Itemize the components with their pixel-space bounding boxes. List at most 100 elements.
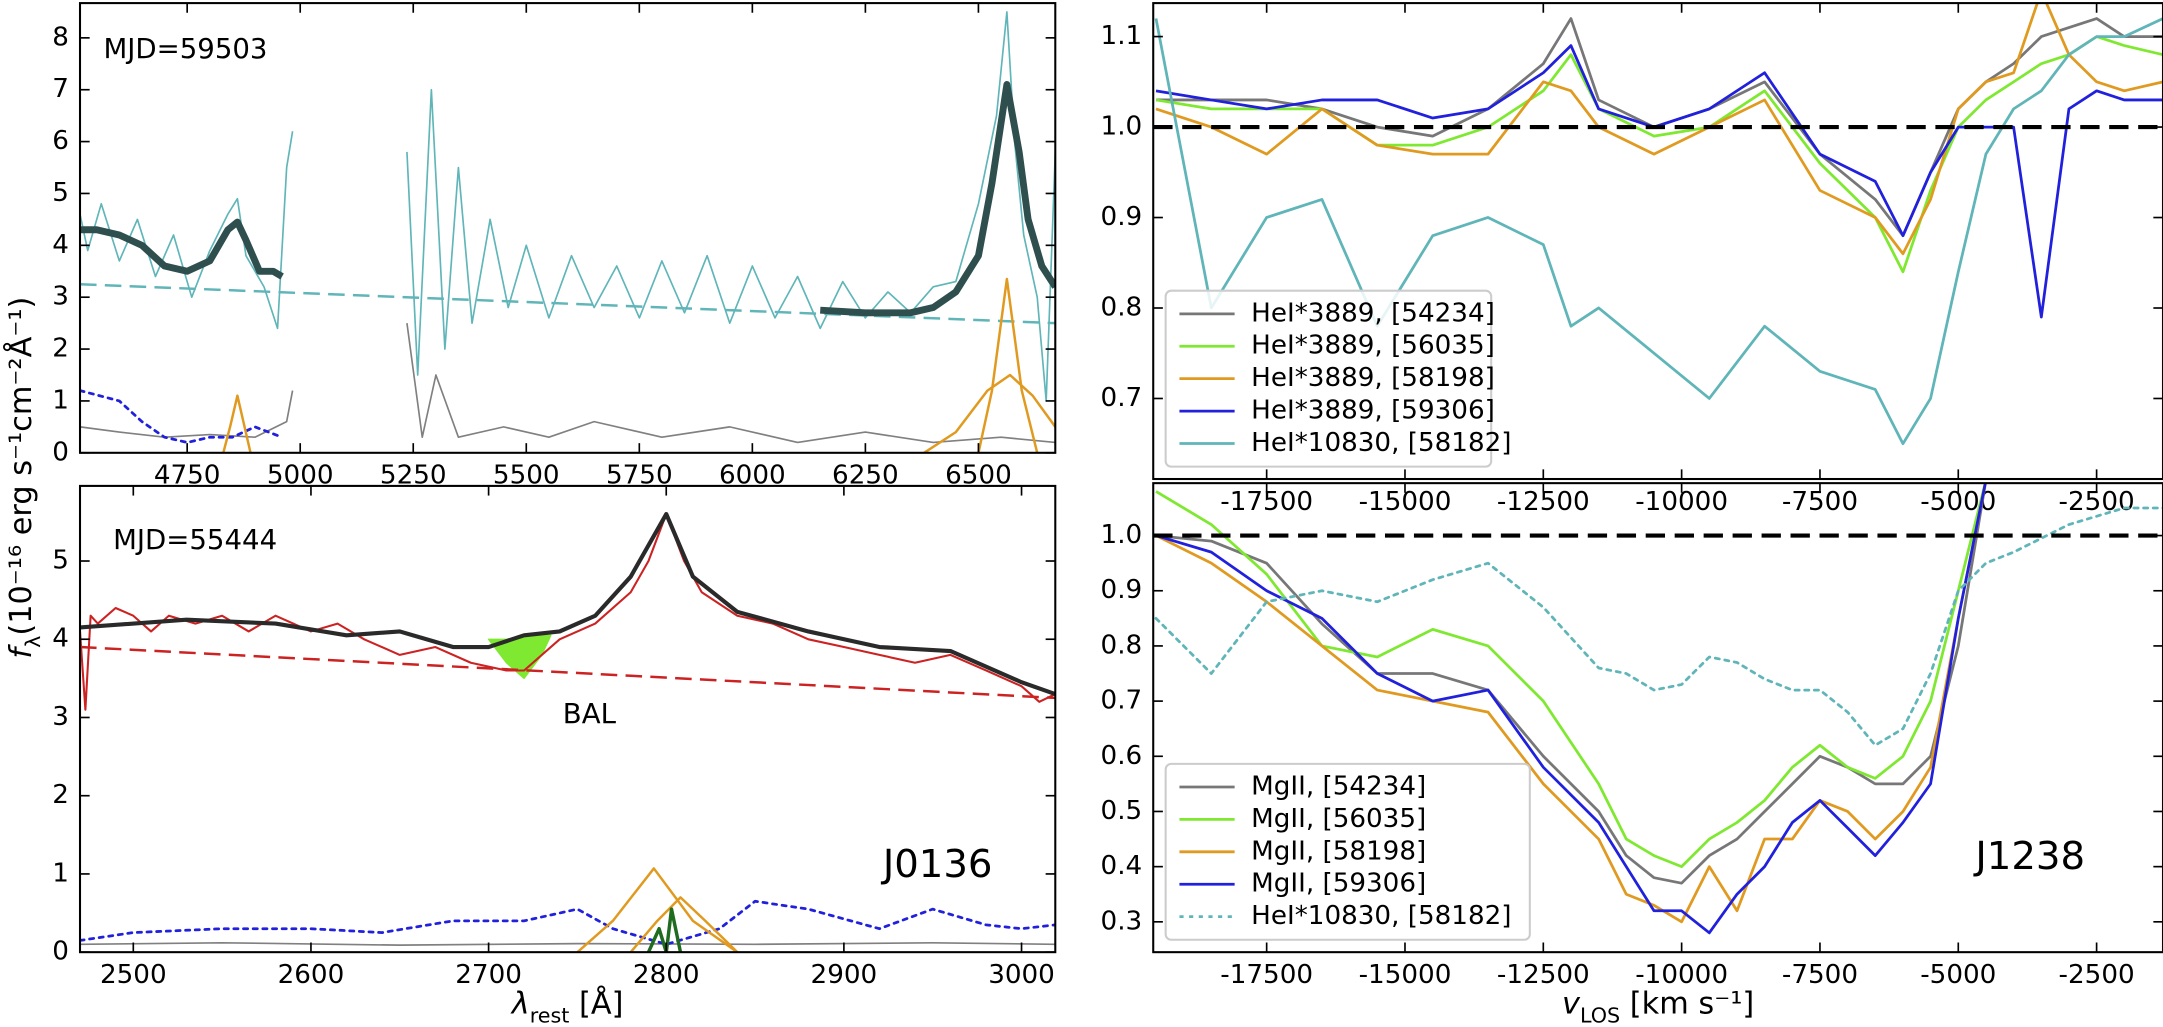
line [80, 282, 1056, 325]
axis-label: vLOS [km s⁻¹] [1562, 986, 1754, 1027]
x-tick-label: -12500 [1497, 960, 1590, 990]
line [1155, 483, 1987, 924]
legend-box [1164, 762, 1531, 941]
plot-area [1153, 483, 2163, 935]
axes-frame [78, 484, 1057, 954]
y-tick-label: 1.0 [1101, 520, 1143, 550]
plot-area [80, 511, 1056, 953]
annotation: MJD=55444 [113, 523, 277, 556]
legend-label: HeI*3889, [59306] [1251, 396, 1495, 426]
legend-label: HeI*3889, [56035] [1251, 331, 1495, 361]
line [80, 645, 1056, 700]
y-tick-label: 3 [52, 702, 69, 732]
label-unit: (10⁻¹⁶ erg s⁻¹cm⁻²Å⁻¹) [3, 297, 39, 636]
axes-frame [78, 2, 1057, 454]
axis-label: fλ(10⁻¹⁶ erg s⁻¹cm⁻²Å⁻¹) [3, 297, 46, 659]
x-tick-label: 2700 [455, 960, 522, 990]
line [80, 941, 1056, 946]
axes-frame [1152, 482, 2163, 954]
line [1154, 506, 2163, 747]
y-tick-label: 5 [52, 546, 69, 576]
y-tick-label: 0.6 [1101, 741, 1143, 771]
y-tick-label: 0.7 [1101, 686, 1143, 716]
line [923, 373, 1056, 453]
annotation: MJD=59503 [103, 32, 267, 65]
legend-box [1164, 289, 1493, 468]
y-tick-label: 7 [52, 74, 69, 104]
x-tick-label: -15000 [1359, 960, 1452, 990]
line [629, 896, 739, 953]
legend-label: MgII, [58198] [1251, 836, 1426, 866]
y-tick-label: 4 [52, 624, 69, 654]
legend-label: HeI*3889, [54234] [1251, 298, 1495, 328]
line [977, 277, 1039, 453]
axis-label: λrest [Å] [510, 985, 624, 1027]
y-tick-label: 2 [52, 334, 69, 364]
line [80, 511, 1056, 697]
y-tick-label: 1 [52, 858, 69, 888]
y-tick-label: 0.9 [1101, 575, 1143, 605]
line [1155, 44, 2163, 319]
label-symbol: v [1562, 986, 1581, 1021]
legend-label: MgII, [59306] [1251, 869, 1426, 899]
x-tick-label: -10000 [1635, 960, 1728, 990]
label-unit: [Å] [569, 985, 623, 1021]
label-sub: rest [530, 1004, 570, 1027]
x-tick-label: -17500 [1220, 960, 1313, 990]
legend-label: HeI*10830, [58182] [1251, 428, 1511, 458]
y-tick-label: 1 [52, 385, 69, 415]
y-tick-label: 0.5 [1101, 796, 1143, 826]
label-unit: [km s⁻¹] [1620, 986, 1754, 1021]
x-tick-label: -7500 [1782, 960, 1858, 990]
y-tick-label: 1.0 [1101, 112, 1143, 142]
line [80, 899, 1056, 946]
line [80, 323, 1056, 444]
y-tick-label: 0.3 [1101, 906, 1143, 936]
line [1155, 3, 2163, 256]
label-symbol: λ [510, 986, 530, 1021]
annotation: J1238 [1973, 834, 2085, 879]
x-tick-label: 2800 [633, 960, 700, 990]
x-tick-label: 2600 [278, 960, 345, 990]
x-tick-label: 2900 [811, 960, 878, 990]
annotation: BAL [563, 697, 617, 730]
y-tick-label: 0 [52, 937, 69, 967]
line [80, 81, 1056, 317]
line [1155, 17, 2163, 238]
x-tick-label: 2500 [100, 960, 167, 990]
x-tick-label: 3000 [988, 960, 1055, 990]
y-tick-label: 0.4 [1101, 851, 1143, 881]
line [80, 11, 1056, 402]
annotation: J0136 [881, 842, 993, 887]
y-tick-label: 2 [52, 780, 69, 810]
y-tick-label: 8 [52, 22, 69, 52]
line [80, 389, 284, 444]
y-tick-label: 0.9 [1101, 202, 1143, 232]
x-tick-label: -5000 [1920, 960, 1996, 990]
y-tick-label: 0.7 [1101, 383, 1143, 413]
legend-label: HeI*3889, [58198] [1251, 363, 1495, 393]
legend-label: MgII, [56035] [1251, 804, 1426, 834]
legend-label: MgII, [54234] [1251, 771, 1426, 801]
y-tick-label: 3 [52, 282, 69, 312]
line [222, 394, 252, 453]
y-tick-label: 5 [52, 178, 69, 208]
y-tick-label: 6 [52, 126, 69, 156]
line [576, 867, 739, 953]
label-sub: λ [21, 636, 45, 648]
y-tick-label: 0 [52, 437, 69, 467]
y-tick-label: 0.8 [1101, 630, 1143, 660]
label-sub: LOS [1580, 1004, 1620, 1027]
y-tick-label: 4 [52, 230, 69, 260]
plot-area [1153, 3, 2163, 446]
axes-frame [1152, 2, 2163, 481]
line [646, 907, 683, 953]
legend-label: HeI*10830, [58182] [1251, 901, 1511, 931]
line [1155, 483, 1987, 935]
label-symbol: f [4, 644, 39, 659]
plot-area [80, 11, 1056, 453]
x-tick-label: -2500 [2059, 960, 2135, 990]
y-tick-label: 0.8 [1101, 293, 1143, 323]
y-tick-label: 1.1 [1101, 21, 1143, 51]
